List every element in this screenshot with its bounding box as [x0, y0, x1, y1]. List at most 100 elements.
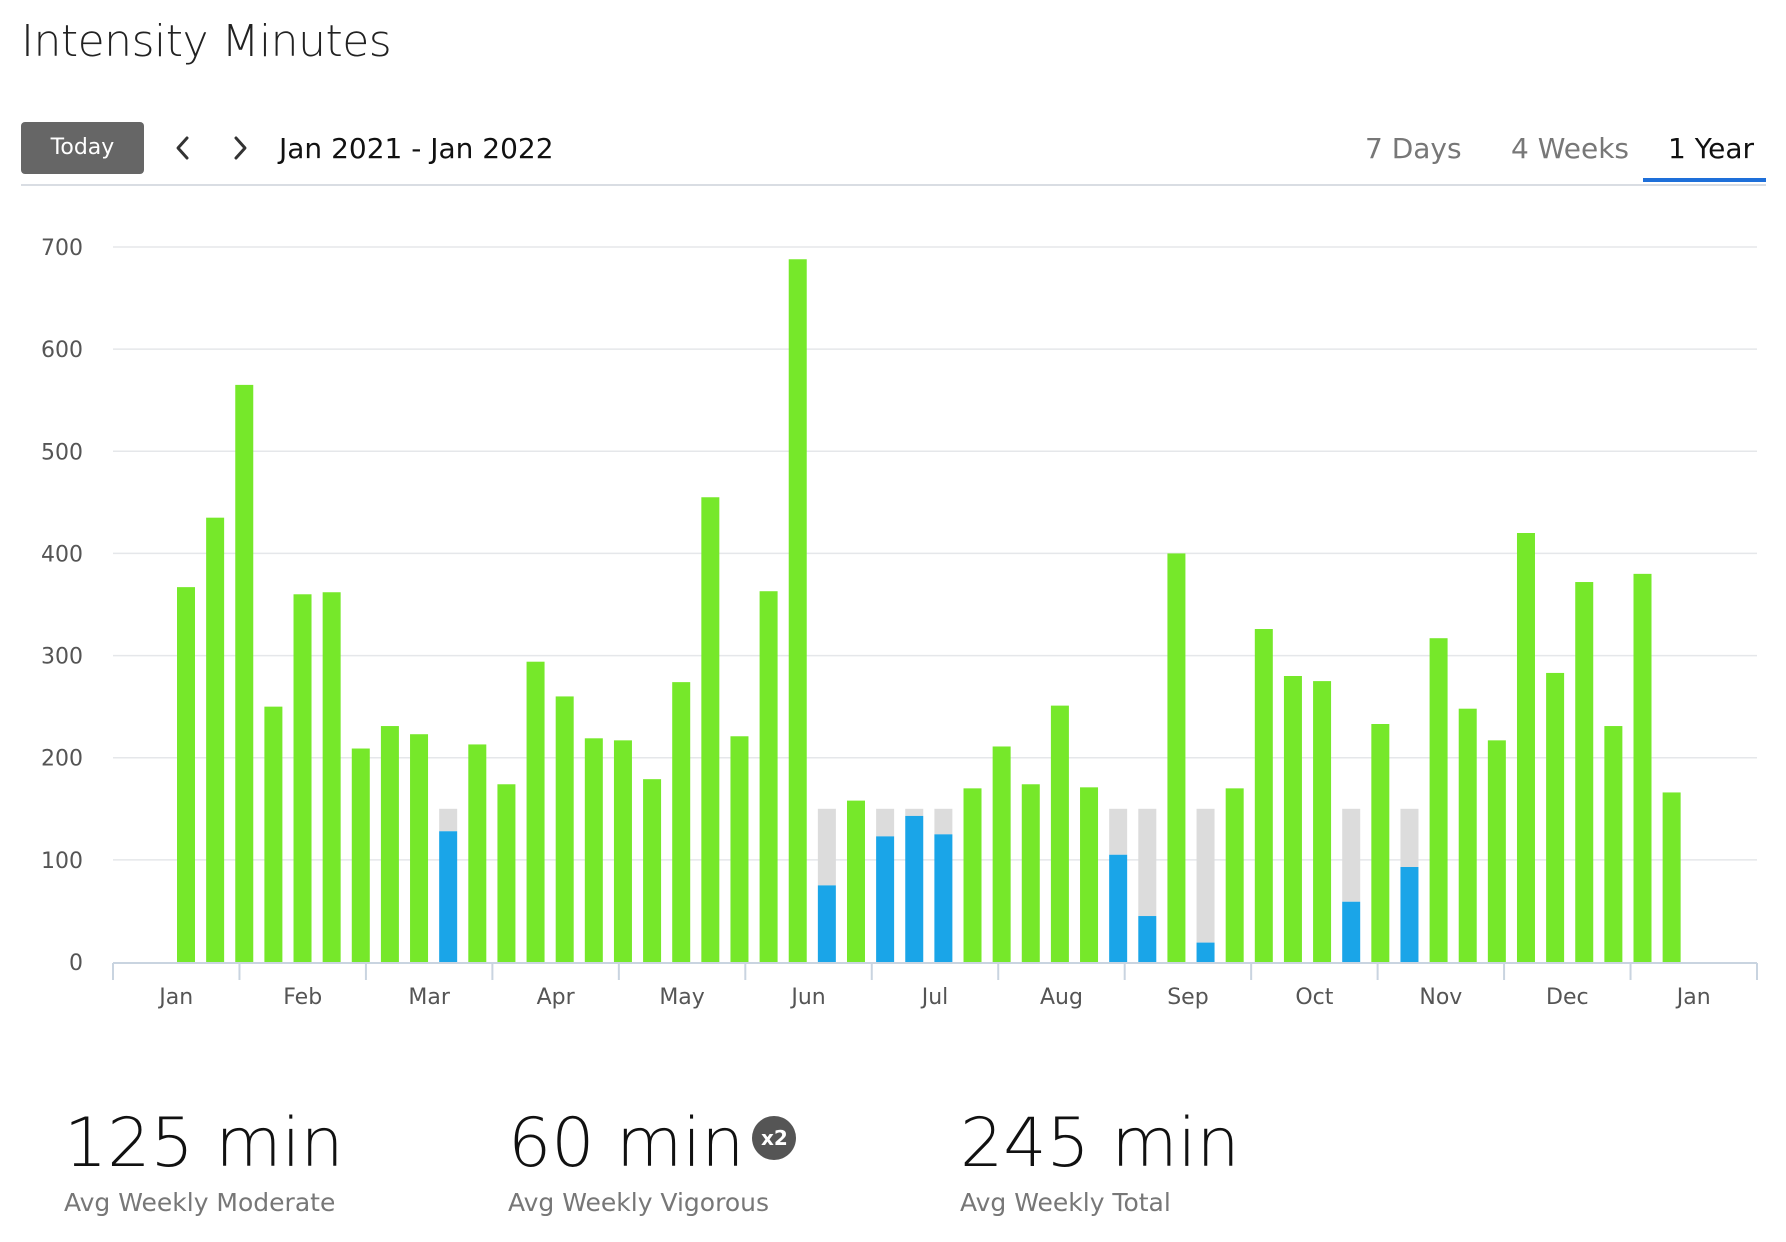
y-tick-label: 200: [41, 747, 83, 772]
bar-week: [1283, 676, 1302, 962]
stat-moderate-label: Avg Weekly Moderate: [64, 1188, 336, 1217]
x-tick-label: Dec: [1546, 985, 1589, 1010]
bar-week: [206, 517, 225, 962]
stat-total-label: Avg Weekly Total: [960, 1188, 1171, 1217]
intensity-minutes-chart: 0 100 200 300 400 500 600 700 Jan Feb Mar Apr May Jun…: [41, 236, 1758, 1010]
bar-goal-remaining: [876, 808, 895, 837]
bar-week: [439, 831, 458, 962]
bar-week: [1313, 681, 1332, 962]
bar-week: [672, 682, 691, 962]
x-tick-label: Jan: [157, 985, 193, 1010]
bar-week: [730, 736, 749, 962]
bar-week: [177, 587, 195, 962]
bar-week: [1458, 708, 1477, 962]
bar-week: [1196, 942, 1215, 962]
bar-week: [1371, 724, 1390, 962]
stat-vigorous-value: 60 min: [508, 1104, 745, 1183]
stat-total-value: 245 min: [960, 1104, 1240, 1183]
date-range-label: Jan 2021 - Jan 2022: [279, 132, 554, 165]
x-tick-label: May: [659, 985, 704, 1010]
tab-1-year[interactable]: 1 Year: [1668, 132, 1754, 165]
bar-goal-remaining: [439, 808, 458, 832]
bar-week: [1050, 705, 1069, 962]
bar-week: [555, 696, 574, 962]
bar-week: [1225, 788, 1244, 962]
bar-week: [1021, 784, 1040, 962]
bar-week: [643, 779, 662, 962]
bar-week: [1429, 638, 1448, 962]
bar-goal-remaining: [934, 808, 953, 835]
bar-goal-remaining: [1109, 808, 1128, 855]
bar-week: [1575, 582, 1594, 962]
x-tick-label: Oct: [1295, 985, 1333, 1010]
stat-moderate-value: 125 min: [64, 1104, 344, 1183]
bar-week: [351, 748, 370, 962]
bar-week: [293, 594, 312, 962]
bar-week: [1662, 792, 1681, 962]
x-tick-label: Mar: [408, 985, 450, 1010]
bar-week: [1167, 553, 1186, 962]
bar-week: [1604, 726, 1623, 962]
vigorous-multiplier-badge: x2: [752, 1115, 797, 1160]
bar-week: [1254, 629, 1273, 962]
bar-week: [963, 788, 982, 962]
x-tick-label: Aug: [1040, 985, 1083, 1010]
next-period-button[interactable]: [222, 130, 258, 166]
x-tick-label: Nov: [1419, 985, 1462, 1010]
bar-week: [1080, 787, 1099, 962]
x-tick-label: Apr: [537, 985, 576, 1010]
bar-week: [497, 784, 516, 962]
x-tick-label: Jan: [1675, 985, 1711, 1010]
y-tick-label: 600: [41, 338, 83, 363]
bar-week: [468, 744, 487, 962]
bar-week: [701, 497, 720, 962]
tab-7-days[interactable]: 7 Days: [1365, 132, 1462, 165]
y-tick-label: 700: [41, 236, 83, 261]
y-tick-label: 400: [41, 542, 83, 567]
bar-week: [1487, 740, 1506, 962]
bar-goal-remaining: [817, 808, 836, 886]
y-tick-label: 300: [41, 645, 83, 670]
bar-week: [235, 384, 254, 963]
stat-vigorous-label: Avg Weekly Vigorous: [508, 1188, 769, 1217]
bar-goal-remaining: [1196, 808, 1215, 943]
chevron-left-icon: [176, 136, 189, 160]
y-tick-label: 0: [69, 951, 83, 976]
bar-goal-remaining: [1342, 808, 1361, 902]
bar-week: [613, 740, 632, 962]
bar-week: [846, 800, 865, 962]
x-tick-label: Jul: [920, 985, 949, 1010]
bar-week: [992, 746, 1011, 962]
bar-week: [817, 885, 836, 962]
bar-week: [1516, 533, 1535, 962]
stat-total: 245 min Avg Weekly Total: [960, 1104, 1240, 1218]
bar-week: [876, 836, 895, 962]
bar-goal-remaining: [1400, 808, 1419, 868]
previous-period-button[interactable]: [165, 130, 201, 166]
stat-vigorous: 60 min x2 Avg Weekly Vigorous: [508, 1108, 797, 1217]
bar-week: [322, 592, 341, 962]
x-tick-label: Jun: [789, 985, 825, 1010]
toolbar: Today Jan 2021 - Jan 2022 7 Days 4 Weeks…: [21, 122, 1766, 186]
bar-week: [788, 259, 807, 962]
bar-week: [380, 726, 399, 962]
page-title: Intensity Minutes: [21, 16, 392, 67]
bar-goal-remaining: [1138, 808, 1157, 917]
bar-week: [410, 734, 429, 962]
bar-week: [526, 661, 545, 962]
x-tick-label: Sep: [1167, 985, 1208, 1010]
bar-week: [1138, 916, 1157, 962]
bar-week: [759, 591, 778, 962]
bar-goal-remaining: [905, 808, 924, 816]
chevron-right-icon: [234, 136, 247, 160]
y-tick-label: 100: [41, 849, 83, 874]
x-tick-label: Feb: [283, 985, 322, 1010]
bar-week: [1633, 573, 1652, 962]
active-tab-underline: [1643, 178, 1766, 182]
tab-4-weeks[interactable]: 4 Weeks: [1511, 132, 1630, 165]
stat-moderate: 125 min Avg Weekly Moderate: [64, 1104, 344, 1218]
bar-week: [905, 815, 924, 962]
bar-week: [1400, 867, 1419, 962]
today-button[interactable]: Today: [21, 122, 144, 174]
bar-week: [1546, 672, 1565, 962]
